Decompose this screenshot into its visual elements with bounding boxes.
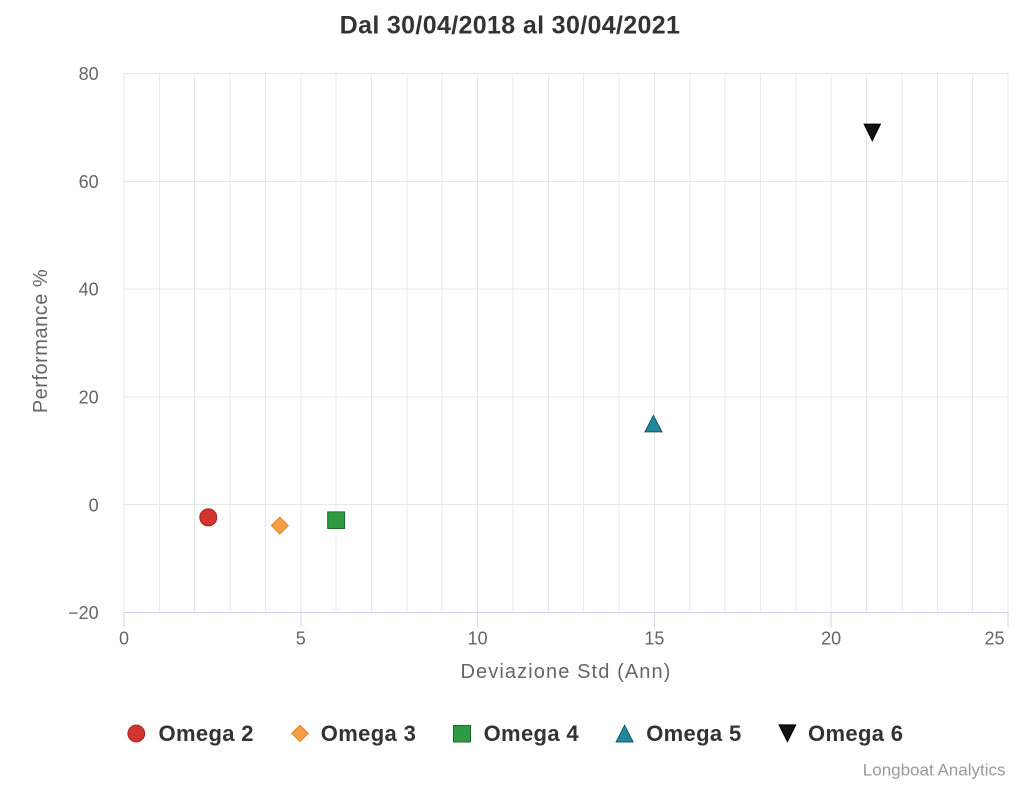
svg-text:−20: −20: [68, 603, 99, 623]
svg-text:Deviazione Std (Ann): Deviazione Std (Ann): [461, 661, 672, 683]
svg-text:5: 5: [296, 628, 306, 648]
svg-text:Omega 3: Omega 3: [321, 721, 416, 746]
svg-text:Performance %: Performance %: [30, 269, 52, 413]
svg-text:Omega 5: Omega 5: [646, 721, 741, 746]
svg-text:Longboat Analytics: Longboat Analytics: [863, 760, 1006, 779]
svg-text:15: 15: [644, 628, 664, 648]
svg-text:Omega 6: Omega 6: [808, 721, 903, 746]
svg-text:80: 80: [79, 64, 99, 84]
svg-text:40: 40: [79, 280, 99, 300]
svg-text:Dal 30/04/2018 al 30/04/2021: Dal 30/04/2018 al 30/04/2021: [340, 12, 681, 40]
svg-text:10: 10: [468, 628, 488, 648]
svg-text:25: 25: [984, 628, 1004, 648]
svg-text:0: 0: [119, 628, 129, 648]
svg-text:60: 60: [79, 172, 99, 192]
svg-text:0: 0: [89, 495, 99, 515]
svg-text:Omega 2: Omega 2: [159, 721, 254, 746]
svg-text:Omega 4: Omega 4: [484, 721, 580, 746]
svg-text:20: 20: [79, 388, 99, 408]
svg-text:20: 20: [821, 628, 841, 648]
